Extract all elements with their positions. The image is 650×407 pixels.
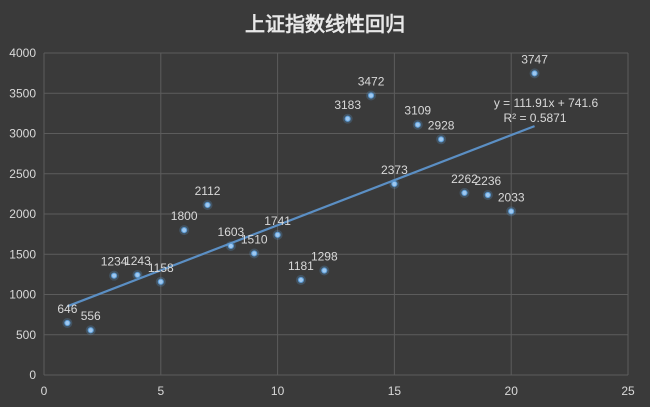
data-point bbox=[297, 276, 305, 284]
data-label: 3472 bbox=[358, 75, 385, 89]
data-point bbox=[438, 136, 445, 143]
data-label: 3183 bbox=[334, 98, 361, 112]
data-label: 2373 bbox=[381, 163, 408, 177]
data-point bbox=[414, 121, 421, 128]
y-tick-label: 1500 bbox=[9, 247, 36, 261]
data-point bbox=[227, 242, 234, 250]
data-label: 1603 bbox=[218, 225, 245, 239]
axes: 0 500 1000 1500 2000 2500 3000 3500 4000 0 5 10 15 20… bbox=[9, 46, 635, 398]
data-label: 1741 bbox=[264, 214, 291, 228]
data-point bbox=[461, 189, 468, 197]
x-tick-label: 0 bbox=[41, 384, 48, 398]
y-tick-label: 500 bbox=[16, 328, 36, 342]
data-label: 2033 bbox=[498, 190, 525, 204]
data-point bbox=[87, 327, 94, 334]
x-tick-label: 10 bbox=[271, 384, 285, 398]
data-point bbox=[204, 201, 211, 209]
x-tick-label: 15 bbox=[388, 384, 402, 398]
data-point bbox=[157, 278, 164, 285]
data-label: 2262 bbox=[451, 172, 478, 186]
data-label: 556 bbox=[81, 309, 101, 323]
y-tick-label: 4000 bbox=[9, 46, 36, 60]
data-label: 3109 bbox=[404, 104, 431, 118]
data-point bbox=[484, 191, 491, 199]
data-label: 3747 bbox=[521, 52, 548, 66]
x-tick-label: 25 bbox=[621, 384, 635, 398]
y-tick-label: 2000 bbox=[9, 207, 36, 221]
x-tick-label: 20 bbox=[505, 384, 519, 398]
data-point bbox=[134, 271, 141, 279]
data-point bbox=[274, 231, 281, 238]
data-label: 1158 bbox=[148, 261, 174, 275]
data-point bbox=[531, 70, 538, 77]
data-label: 646 bbox=[57, 302, 77, 316]
data-point bbox=[64, 319, 71, 327]
chart-title: 上证指数线性回归 bbox=[245, 12, 405, 36]
data-point bbox=[321, 267, 328, 274]
y-tick-label: 3000 bbox=[9, 127, 36, 141]
data-label: 1181 bbox=[288, 259, 314, 273]
trendline bbox=[66, 125, 535, 308]
y-tick-label: 2500 bbox=[9, 167, 36, 181]
data-label: 1234 bbox=[101, 255, 128, 269]
data-point bbox=[251, 250, 258, 257]
trendline-group bbox=[66, 125, 535, 308]
data-label: 2236 bbox=[474, 174, 501, 188]
data-point bbox=[391, 180, 398, 188]
y-tick-label: 0 bbox=[29, 368, 36, 382]
x-tick-label: 5 bbox=[157, 384, 164, 398]
data-label: 1510 bbox=[241, 232, 268, 246]
data-point bbox=[344, 115, 351, 122]
data-label: 1800 bbox=[171, 209, 198, 223]
data-label: 1243 bbox=[124, 254, 151, 268]
trendline-equation: y = 111.91x + 741.6 bbox=[494, 96, 599, 110]
data-point bbox=[508, 208, 515, 215]
trendline-r-squared: R² = 0.5871 bbox=[503, 111, 566, 125]
data-label: 2928 bbox=[428, 118, 455, 132]
data-point bbox=[110, 272, 118, 279]
data-label: 1298 bbox=[311, 250, 338, 264]
data-label: 2112 bbox=[195, 184, 221, 198]
data-point bbox=[181, 227, 188, 234]
y-tick-label: 1000 bbox=[9, 288, 36, 302]
y-tick-label: 3500 bbox=[9, 86, 36, 100]
data-points bbox=[62, 68, 540, 336]
data-point bbox=[367, 92, 375, 99]
